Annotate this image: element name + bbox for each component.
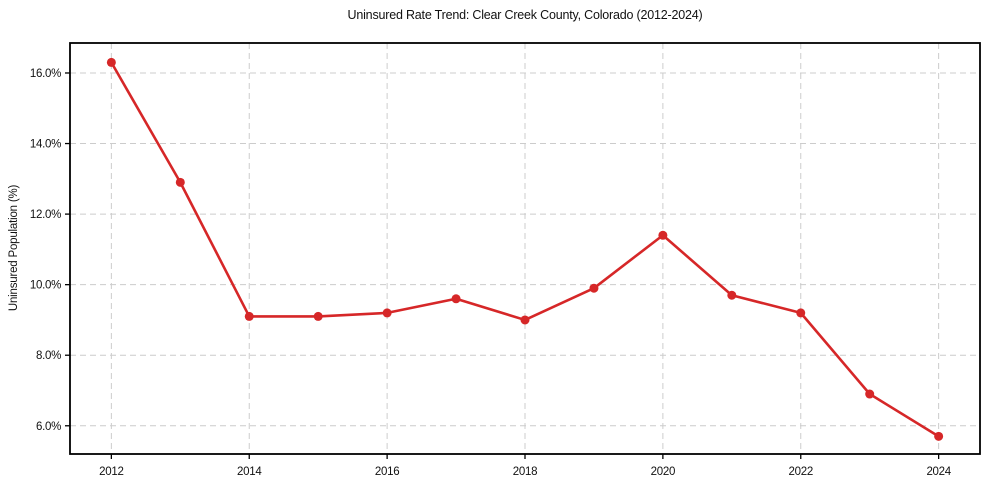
x-tick-label: 2014 — [237, 466, 262, 478]
y-tick-label: 6.0% — [36, 421, 61, 433]
data-point-marker — [451, 294, 461, 304]
y-tick-label: 10.0% — [30, 280, 61, 292]
data-point-marker — [727, 290, 737, 300]
y-tick-label: 16.0% — [30, 68, 61, 80]
x-tick-label: 2022 — [789, 466, 813, 478]
data-point-marker — [244, 311, 254, 321]
y-tick-label: 12.0% — [30, 209, 61, 221]
y-tick-label: 8.0% — [36, 350, 61, 362]
data-point-marker — [934, 431, 944, 441]
chart-title: Uninsured Rate Trend: Clear Creek County… — [347, 8, 703, 22]
y-tick-label: 14.0% — [30, 139, 61, 151]
data-point-marker — [520, 315, 530, 325]
data-point-marker — [865, 389, 875, 399]
x-tick-label: 2024 — [926, 466, 951, 478]
x-tick-label: 2016 — [375, 466, 399, 478]
data-point-marker — [658, 230, 668, 240]
x-tick-label: 2012 — [99, 466, 123, 478]
data-point-marker — [175, 177, 185, 187]
data-point-marker — [313, 311, 323, 321]
data-point-marker — [106, 57, 116, 67]
x-tick-label: 2018 — [513, 466, 537, 478]
data-point-marker — [382, 308, 392, 318]
x-tick-label: 2020 — [651, 466, 675, 478]
data-point-marker — [589, 283, 599, 293]
data-point-marker — [796, 308, 806, 318]
